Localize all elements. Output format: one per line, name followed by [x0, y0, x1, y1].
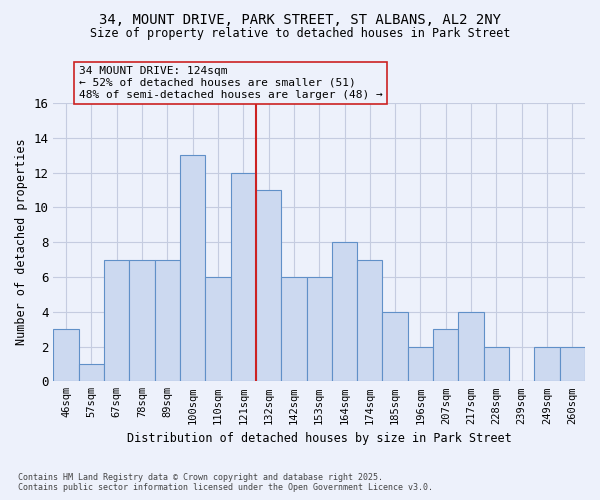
- Text: 34 MOUNT DRIVE: 124sqm
← 52% of detached houses are smaller (51)
48% of semi-det: 34 MOUNT DRIVE: 124sqm ← 52% of detached…: [79, 66, 382, 100]
- Bar: [155, 260, 180, 382]
- Bar: [307, 277, 332, 382]
- Text: 34, MOUNT DRIVE, PARK STREET, ST ALBANS, AL2 2NY: 34, MOUNT DRIVE, PARK STREET, ST ALBANS,…: [99, 12, 501, 26]
- Bar: [433, 329, 458, 382]
- Bar: [458, 312, 484, 382]
- Bar: [256, 190, 281, 382]
- Bar: [180, 155, 205, 382]
- Bar: [382, 312, 408, 382]
- Y-axis label: Number of detached properties: Number of detached properties: [15, 139, 28, 346]
- Bar: [484, 346, 509, 382]
- Text: Size of property relative to detached houses in Park Street: Size of property relative to detached ho…: [90, 28, 510, 40]
- Bar: [104, 260, 130, 382]
- X-axis label: Distribution of detached houses by size in Park Street: Distribution of detached houses by size …: [127, 432, 512, 445]
- Bar: [53, 329, 79, 382]
- Bar: [130, 260, 155, 382]
- Bar: [357, 260, 382, 382]
- Bar: [535, 346, 560, 382]
- Bar: [230, 172, 256, 382]
- Bar: [560, 346, 585, 382]
- Text: Contains HM Land Registry data © Crown copyright and database right 2025.
Contai: Contains HM Land Registry data © Crown c…: [18, 473, 433, 492]
- Bar: [408, 346, 433, 382]
- Bar: [79, 364, 104, 382]
- Bar: [332, 242, 357, 382]
- Bar: [281, 277, 307, 382]
- Bar: [205, 277, 230, 382]
